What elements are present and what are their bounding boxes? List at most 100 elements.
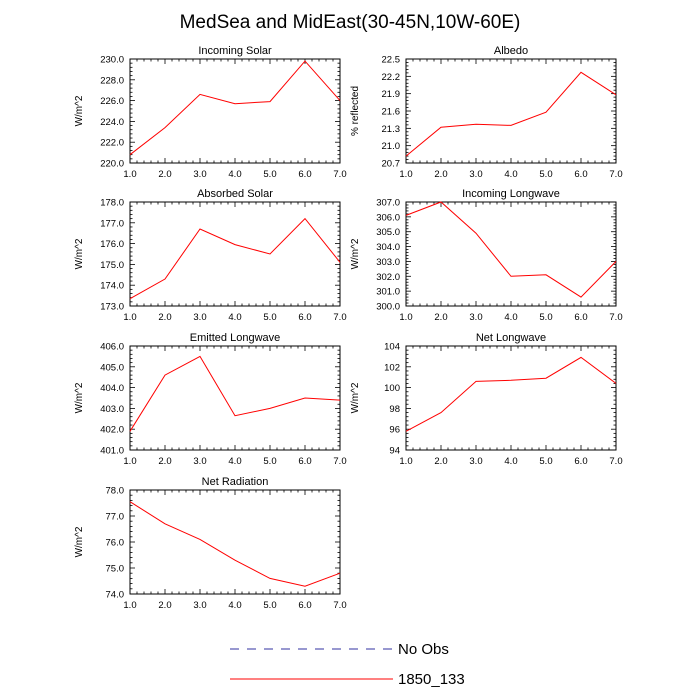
x-tick-label: 4.0 (228, 600, 241, 611)
x-tick-label: 7.0 (609, 312, 622, 323)
y-tick-label: 174.0 (100, 281, 124, 292)
figure-title: MedSea and MidEast(30-45N,10W-60E) (180, 12, 521, 33)
x-tick-label: 5.0 (263, 600, 276, 611)
x-tick-label: 6.0 (574, 456, 587, 467)
legend-label-1850-133: 1850_133 (398, 671, 465, 688)
panel-emitted-longwave: Emitted Longwave W/m^2 1.0 2.0 3.0 4.0 5.0 6.0 7… (74, 332, 347, 467)
y-tick-label: 306.0 (376, 212, 400, 223)
panel-title: Absorbed Solar (197, 188, 273, 200)
panel-net-radiation: Net Radiation W/m^2 1.0 2.0 3.0 4.0 5.0 6.0 7.0 7… (74, 476, 347, 611)
series-line-1850-133 (405, 71, 617, 157)
x-tick-label: 5.0 (539, 169, 552, 180)
y-tick-label: 75.0 (106, 564, 125, 575)
panel-incoming-longwave: Incoming Longwave W/m^2 1.0 2.0 3.0 4.0 5.0 6.0… (350, 188, 623, 323)
y-tick-label: 402.0 (100, 425, 124, 436)
panel-albedo: Albedo % reflected 1.0 2.0 3.0 4.0 5.0 6.0 7.0 20… (350, 45, 623, 180)
y-tick-label: 177.0 (100, 218, 124, 229)
x-tick-label: 6.0 (574, 169, 587, 180)
y-tick-label: 401.0 (100, 446, 124, 457)
y-tick-label: 96 (389, 425, 400, 436)
y-axis-label: W/m^2 (350, 382, 361, 413)
x-tick-label: 4.0 (504, 456, 517, 467)
x-tick-label: 1.0 (123, 600, 136, 611)
x-tick-label: 2.0 (434, 456, 447, 467)
panel-title: Albedo (494, 45, 528, 57)
y-tick-label: 230.0 (100, 55, 124, 66)
y-tick-label: 21.0 (382, 141, 401, 152)
x-tick-label: 2.0 (158, 169, 171, 180)
y-tick-label: 404.0 (100, 383, 124, 394)
x-tick-label: 1.0 (123, 312, 136, 323)
x-tick-label: 4.0 (228, 169, 241, 180)
y-tick-label: 304.0 (376, 242, 400, 253)
panel-net-longwave: Net Longwave W/m^2 1.0 2.0 3.0 4.0 5.0 6.0 7.0 94… (350, 332, 623, 467)
y-tick-label: 302.0 (376, 272, 400, 283)
x-tick-label: 7.0 (333, 456, 346, 467)
plot-frame (129, 58, 341, 164)
y-tick-label: 303.0 (376, 257, 400, 268)
y-tick-label: 74.0 (106, 590, 125, 601)
x-tick-label: 4.0 (228, 456, 241, 467)
y-tick-label: 100 (384, 383, 400, 394)
y-axis-label: W/m^2 (74, 382, 85, 413)
x-tick-label: 3.0 (193, 169, 206, 180)
x-tick-label: 2.0 (434, 169, 447, 180)
x-tick-label: 2.0 (158, 456, 171, 467)
x-tick-label: 6.0 (298, 169, 311, 180)
x-tick-label: 4.0 (504, 312, 517, 323)
y-tick-label: 406.0 (100, 342, 124, 353)
y-axis-label: W/m^2 (350, 238, 361, 269)
y-tick-label: 305.0 (376, 227, 400, 238)
x-tick-label: 2.0 (434, 312, 447, 323)
y-tick-label: 21.6 (382, 107, 401, 118)
panel-title: Net Radiation (202, 476, 269, 488)
panels: Incoming Solar W/m^2 1.0 2.0 3.0 4.0 5.0 6.0 7.0… (74, 45, 623, 611)
series-line-1850-133 (129, 501, 341, 587)
plot-frame (129, 201, 341, 307)
panel-title: Incoming Longwave (462, 188, 560, 200)
x-tick-label: 6.0 (298, 312, 311, 323)
x-tick-label: 4.0 (504, 169, 517, 180)
y-tick-label: 176.0 (100, 239, 124, 250)
y-tick-label: 220.0 (100, 159, 124, 170)
x-tick-label: 4.0 (228, 312, 241, 323)
x-tick-label: 2.0 (158, 312, 171, 323)
y-tick-label: 104 (384, 342, 400, 353)
y-tick-label: 222.0 (100, 138, 124, 149)
legend: No Obs 1850_133 (230, 641, 465, 688)
y-tick-label: 307.0 (376, 198, 400, 209)
x-tick-label: 7.0 (609, 169, 622, 180)
y-tick-label: 20.7 (382, 159, 401, 170)
y-tick-label: 301.0 (376, 287, 400, 298)
panel-absorbed-solar: Absorbed Solar W/m^2 1.0 2.0 3.0 4.0 5.0 6.0 7.0… (74, 188, 347, 323)
legend-label-no-obs: No Obs (398, 641, 449, 658)
x-tick-label: 3.0 (469, 312, 482, 323)
y-tick-label: 98 (389, 404, 400, 415)
y-axis-label: % reflected (350, 86, 361, 136)
x-tick-label: 1.0 (123, 456, 136, 467)
y-tick-label: 22.2 (382, 72, 401, 83)
series-line-1850-133 (129, 355, 341, 432)
x-tick-label: 3.0 (193, 456, 206, 467)
series-line-1850-133 (129, 217, 341, 300)
x-tick-label: 2.0 (158, 600, 171, 611)
y-tick-label: 173.0 (100, 302, 124, 313)
x-tick-label: 1.0 (399, 456, 412, 467)
y-tick-label: 175.0 (100, 260, 124, 271)
x-tick-label: 7.0 (333, 312, 346, 323)
series-line-1850-133 (405, 201, 617, 298)
x-tick-label: 7.0 (333, 169, 346, 180)
y-axis-label: W/m^2 (74, 95, 85, 126)
y-tick-label: 77.0 (106, 512, 125, 523)
y-tick-label: 228.0 (100, 75, 124, 86)
x-tick-label: 1.0 (399, 312, 412, 323)
panel-title: Net Longwave (476, 332, 546, 344)
series-line-1850-133 (405, 356, 617, 432)
y-tick-label: 300.0 (376, 302, 400, 313)
y-tick-label: 21.9 (382, 89, 401, 100)
y-tick-label: 224.0 (100, 117, 124, 128)
x-tick-label: 3.0 (193, 312, 206, 323)
y-tick-label: 21.3 (382, 124, 401, 135)
x-tick-label: 1.0 (123, 169, 136, 180)
